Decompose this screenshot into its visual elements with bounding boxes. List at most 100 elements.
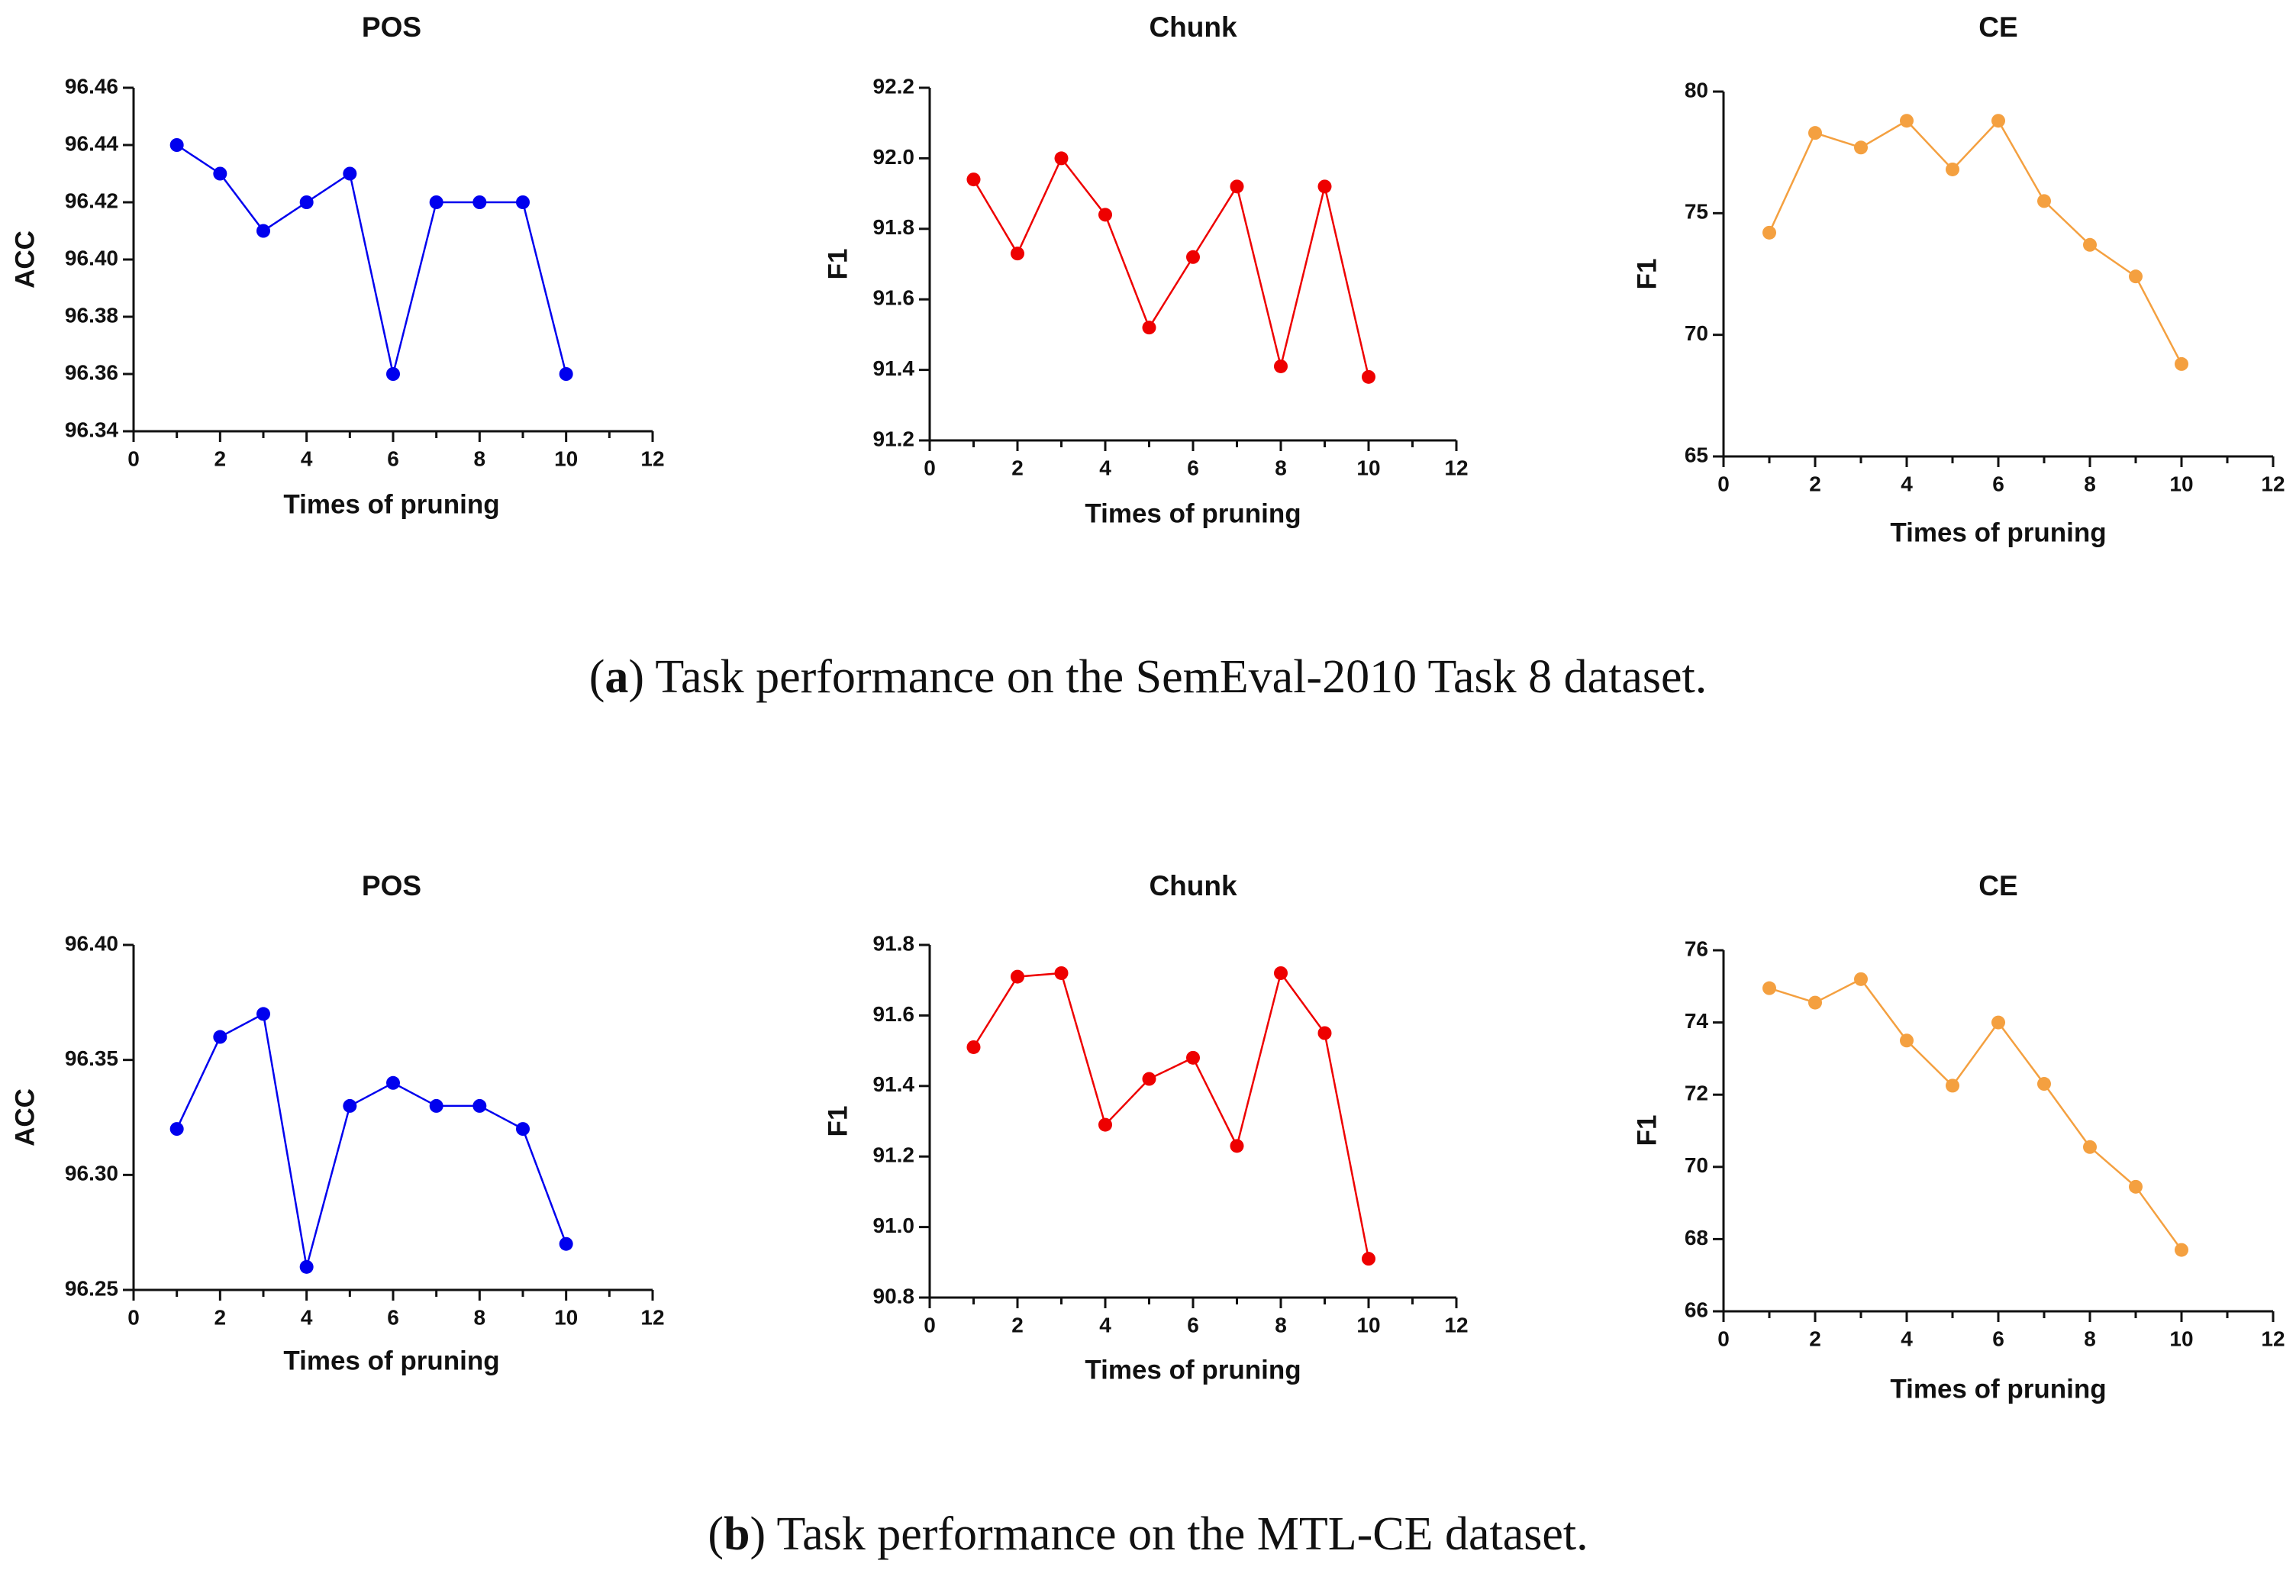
chart-2-y-tick-label: 91.8 <box>873 215 915 239</box>
chart-1-point <box>559 367 573 381</box>
chart-5-y-tick-label: 91.6 <box>873 1002 915 1026</box>
chart-2-point <box>1317 179 1332 194</box>
chart-6-x-tick-label: 8 <box>2084 1327 2096 1350</box>
caption-a: (a) Task performance on the SemEval-2010… <box>589 651 1707 703</box>
chart-4-point <box>516 1122 530 1137</box>
chart-5-x-tick-label: 10 <box>1356 1313 1380 1336</box>
chart-1-y-tick-label: 96.38 <box>65 303 118 327</box>
chart-5-point <box>1186 1050 1200 1065</box>
chart-6-point <box>2083 1140 2097 1154</box>
chart-1-title: POS <box>362 11 421 43</box>
chart-6-x-label: Times of pruning <box>1890 1374 2106 1404</box>
chart-3-x-tick-label: 6 <box>1992 472 2004 495</box>
chart-3-x-tick-label: 4 <box>1901 472 1913 495</box>
chart-6-point <box>1946 1079 1959 1093</box>
chart-4-point <box>472 1098 487 1113</box>
chart-2-x-tick-label: 0 <box>924 456 936 479</box>
chart-6-x-tick-label: 0 <box>1717 1327 1730 1350</box>
chart-3-point <box>1946 162 1959 176</box>
chart-1-x-tick-label: 6 <box>387 447 399 470</box>
chart-2-title: Chunk <box>1149 11 1237 43</box>
chart-1-y-tick-label: 96.36 <box>65 360 118 384</box>
chart-5-x-tick-label: 12 <box>1444 1313 1468 1336</box>
chart-2-x-tick-label: 4 <box>1099 456 1111 479</box>
chart-2-point <box>1274 359 1288 373</box>
chart-1-x-tick-label: 0 <box>127 447 140 470</box>
chart-1-x-tick-label: 2 <box>214 447 227 470</box>
chart-3-x-tick-label: 2 <box>1809 472 1821 495</box>
chart-6-y-tick-label: 76 <box>1685 937 1708 960</box>
chart-5-y-tick-label: 91.8 <box>873 931 915 955</box>
chart-1-point <box>516 195 530 209</box>
chart-6-x-tick-label: 2 <box>1809 1327 1821 1350</box>
chart-6-point <box>1808 995 1822 1010</box>
chart-3-y-label: F1 <box>1632 259 1662 290</box>
chart-2-point <box>966 172 981 187</box>
chart-6-x-tick-label: 4 <box>1901 1327 1913 1350</box>
chart-5-x-tick-label: 8 <box>1275 1313 1287 1336</box>
chart-3-x-tick-label: 0 <box>1717 472 1730 495</box>
chart-5-x-tick-label: 2 <box>1011 1313 1024 1336</box>
chart-5-y-tick-label: 90.8 <box>873 1284 915 1307</box>
chart-3-x-tick-label: 12 <box>2261 472 2285 495</box>
chart-6-point <box>1900 1033 1914 1048</box>
chart-6-point <box>1854 972 1868 986</box>
chart-3-title: CE <box>1978 11 2017 43</box>
chart-6-point <box>1762 981 1776 995</box>
chart-5-point <box>1054 966 1069 980</box>
chart-5-x-label: Times of pruning <box>1085 1355 1301 1385</box>
chart-2-x-tick-label: 12 <box>1444 456 1468 479</box>
chart-1-y-tick-label: 96.40 <box>65 246 118 269</box>
chart-4-x-tick-label: 0 <box>127 1305 140 1329</box>
chart-1-y-tick-label: 96.44 <box>65 131 118 155</box>
chart-5-point <box>1274 966 1288 980</box>
chart-3-x-tick-label: 8 <box>2084 472 2096 495</box>
chart-6-x-tick-label: 6 <box>1992 1327 2004 1350</box>
chart-6-point <box>1991 1015 2005 1030</box>
chart-2-point <box>1011 247 1024 261</box>
chart-1-point <box>472 195 487 209</box>
chart-3-x-tick-label: 10 <box>2169 472 2193 495</box>
chart-5-y-tick-label: 91.4 <box>873 1072 915 1096</box>
chart-2-point <box>1362 369 1375 384</box>
chart-4-x-tick-label: 2 <box>214 1305 227 1329</box>
chart-2-y-tick-label: 92.2 <box>873 74 915 98</box>
chart-5-x-tick-label: 0 <box>924 1313 936 1336</box>
chart-2-x-tick-label: 8 <box>1275 456 1287 479</box>
chart-1-point <box>256 224 270 238</box>
chart-1-x-tick-label: 10 <box>554 447 578 470</box>
chart-1-y-tick-label: 96.34 <box>65 418 118 441</box>
chart-2-x-tick-label: 6 <box>1187 456 1199 479</box>
chart-2-point <box>1230 179 1244 194</box>
chart-4-x-tick-label: 10 <box>554 1305 578 1329</box>
chart-2-point <box>1186 250 1200 264</box>
chart-4-point <box>343 1098 357 1113</box>
chart-2-x-label: Times of pruning <box>1085 498 1301 528</box>
chart-5-point <box>1362 1252 1375 1266</box>
chart-5-point <box>966 1040 981 1054</box>
chart-1-x-tick-label: 8 <box>474 447 486 470</box>
chart-4-x-label: Times of pruning <box>283 1346 499 1375</box>
chart-5-point <box>1142 1072 1156 1086</box>
chart-1-x-tick-label: 4 <box>301 447 313 470</box>
chart-6-point <box>2175 1243 2188 1257</box>
chart-6-y-tick-label: 68 <box>1685 1226 1708 1249</box>
chart-3-x-label: Times of pruning <box>1890 517 2106 547</box>
chart-5-series-line <box>972 971 1370 1259</box>
caption-a-text: Task performance on the SemEval-2010 Tas… <box>644 651 1707 703</box>
chart-4-point <box>429 1098 443 1113</box>
chart-6-y-tick-label: 66 <box>1685 1298 1708 1321</box>
chart-6-series-line <box>1769 978 2183 1251</box>
chart-4-x-tick-label: 12 <box>640 1305 664 1329</box>
chart-4-point <box>299 1259 314 1274</box>
chart-4-point <box>213 1030 227 1044</box>
chart-6-point <box>2037 1077 2051 1091</box>
chart-3-point <box>1854 140 1868 155</box>
chart-5-x-tick-label: 4 <box>1099 1313 1111 1336</box>
chart-5-x-tick-label: 6 <box>1187 1313 1199 1336</box>
chart-2-point <box>1098 208 1112 222</box>
chart-4-x-tick-label: 6 <box>387 1305 399 1329</box>
chart-2-series-line <box>972 156 1370 378</box>
chart-3-y-tick-label: 70 <box>1685 321 1708 345</box>
